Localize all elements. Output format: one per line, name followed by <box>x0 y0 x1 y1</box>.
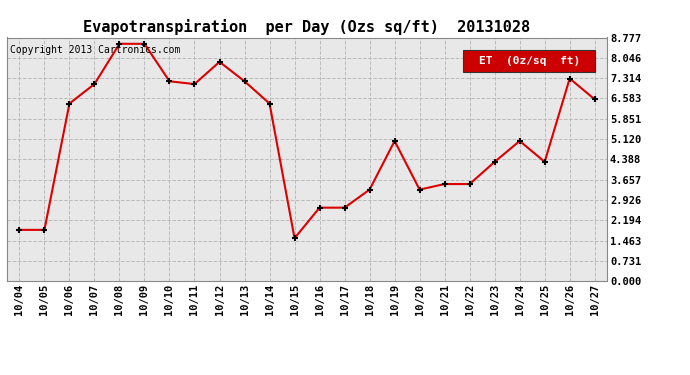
FancyBboxPatch shape <box>463 50 595 72</box>
Text: ET  (0z/sq  ft): ET (0z/sq ft) <box>479 56 580 66</box>
Text: Copyright 2013 Cartronics.com: Copyright 2013 Cartronics.com <box>10 45 180 55</box>
Title: Evapotranspiration  per Day (Ozs sq/ft)  20131028: Evapotranspiration per Day (Ozs sq/ft) 2… <box>83 19 531 35</box>
